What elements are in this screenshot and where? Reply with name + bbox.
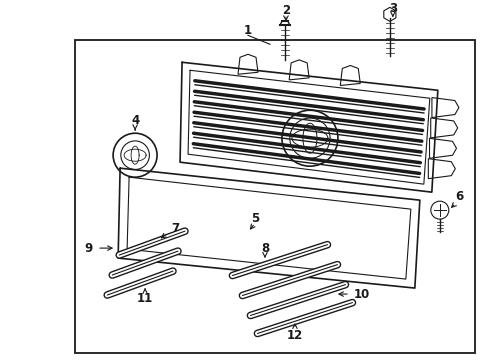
Text: 9: 9 (84, 242, 92, 255)
Text: 4: 4 (131, 114, 139, 127)
Circle shape (113, 133, 157, 177)
Text: 8: 8 (260, 242, 268, 255)
Text: 1: 1 (244, 24, 251, 37)
Polygon shape (431, 98, 458, 117)
Polygon shape (428, 138, 456, 158)
Circle shape (430, 201, 448, 219)
Circle shape (282, 110, 337, 166)
Text: 12: 12 (286, 329, 303, 342)
Text: 5: 5 (250, 212, 259, 225)
Polygon shape (427, 159, 454, 179)
Polygon shape (430, 118, 457, 138)
Text: 3: 3 (388, 2, 396, 15)
Bar (75, 40, 474, 353)
Text: 11: 11 (137, 292, 153, 305)
Text: 2: 2 (281, 4, 289, 17)
Polygon shape (288, 60, 308, 80)
Text: 6: 6 (455, 190, 463, 203)
Polygon shape (238, 54, 258, 74)
Text: 10: 10 (353, 288, 369, 301)
Polygon shape (340, 66, 360, 85)
Text: 7: 7 (171, 222, 179, 235)
Polygon shape (383, 7, 395, 21)
